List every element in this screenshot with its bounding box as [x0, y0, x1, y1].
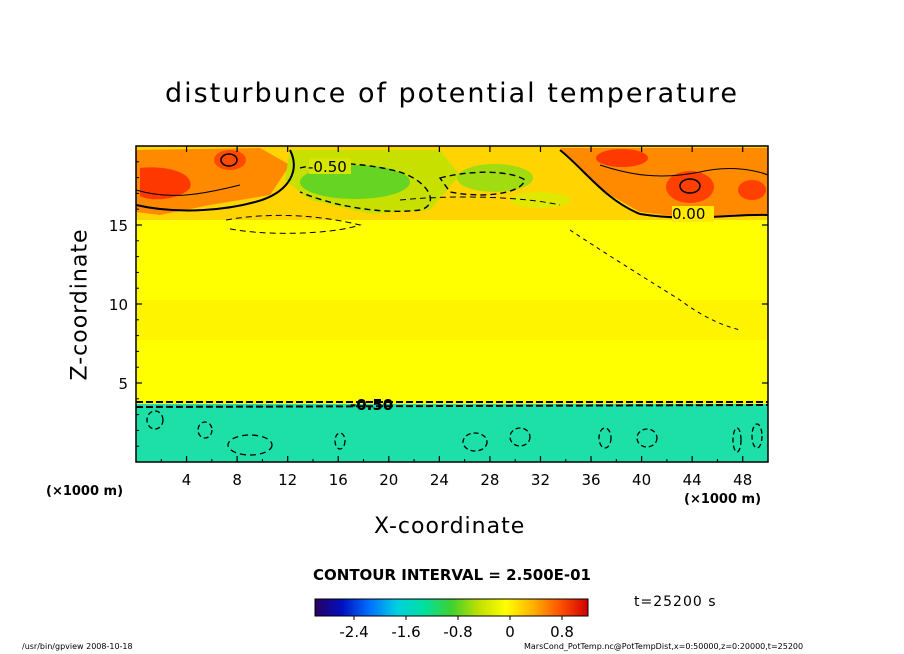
colorbar-tick-label: -1.6 — [391, 623, 420, 641]
contour-labels: -0.50 0.00 -0.50 — [308, 158, 714, 414]
colorbar-tick-label: -0.8 — [443, 623, 472, 641]
x-unit-right: (×1000 m) — [684, 492, 762, 507]
upper-anomalies — [136, 148, 768, 218]
contour-lines — [135, 149, 769, 456]
x-tick-label: 16 — [329, 471, 348, 489]
x-tick-label: 32 — [531, 471, 550, 489]
footer-right: MarsCond_PotTemp.nc@PotTempDist,x=0:5000… — [524, 642, 804, 651]
y-tick-label: 5 — [118, 375, 128, 393]
x-tick-label: 4 — [182, 471, 192, 489]
y-tick-label: 10 — [109, 296, 128, 314]
y-axis: 5 10 15 — [109, 161, 768, 447]
contour-label: 0.00 — [672, 205, 705, 223]
x-tick-label: 48 — [733, 471, 752, 489]
chart-title: disturbunce of potential temperature — [165, 78, 739, 109]
field-middle-band — [136, 300, 768, 340]
x-tick-label: 44 — [683, 471, 702, 489]
colorbar-tick-label: 0.8 — [550, 623, 574, 641]
colorbar-ticks: -2.4 -1.6 -0.8 0 0.8 — [339, 616, 574, 641]
x-axis: 4 8 12 16 20 24 28 32 36 40 44 48 — [160, 146, 752, 489]
x-tick-label: 28 — [480, 471, 499, 489]
x-tick-label: 20 — [379, 471, 398, 489]
colorbar-tick-label: -2.4 — [339, 623, 368, 641]
y-axis-label: Z-coordinate — [67, 228, 93, 381]
contour-label: -0.50 — [350, 396, 393, 414]
x-tick-label: 40 — [632, 471, 651, 489]
y-tick-label: 15 — [109, 217, 128, 235]
contour-label: -0.50 — [308, 158, 347, 176]
x-axis-label: X-coordinate — [374, 514, 526, 539]
time-label: t=25200 s — [634, 594, 717, 610]
colorbar — [314, 598, 589, 617]
x-tick-label: 8 — [232, 471, 242, 489]
contour-interval: CONTOUR INTERVAL = 2.500E-01 — [313, 566, 591, 584]
colorbar-tick-label: 0 — [505, 623, 515, 641]
field-lower-layer — [136, 404, 768, 462]
x-tick-label: 12 — [278, 471, 297, 489]
footer-left: /usr/bin/gpview 2008-10-18 — [22, 642, 133, 651]
x-tick-label: 24 — [430, 471, 449, 489]
x-tick-label: 36 — [581, 471, 600, 489]
x-unit-left: (×1000 m) — [46, 484, 124, 499]
